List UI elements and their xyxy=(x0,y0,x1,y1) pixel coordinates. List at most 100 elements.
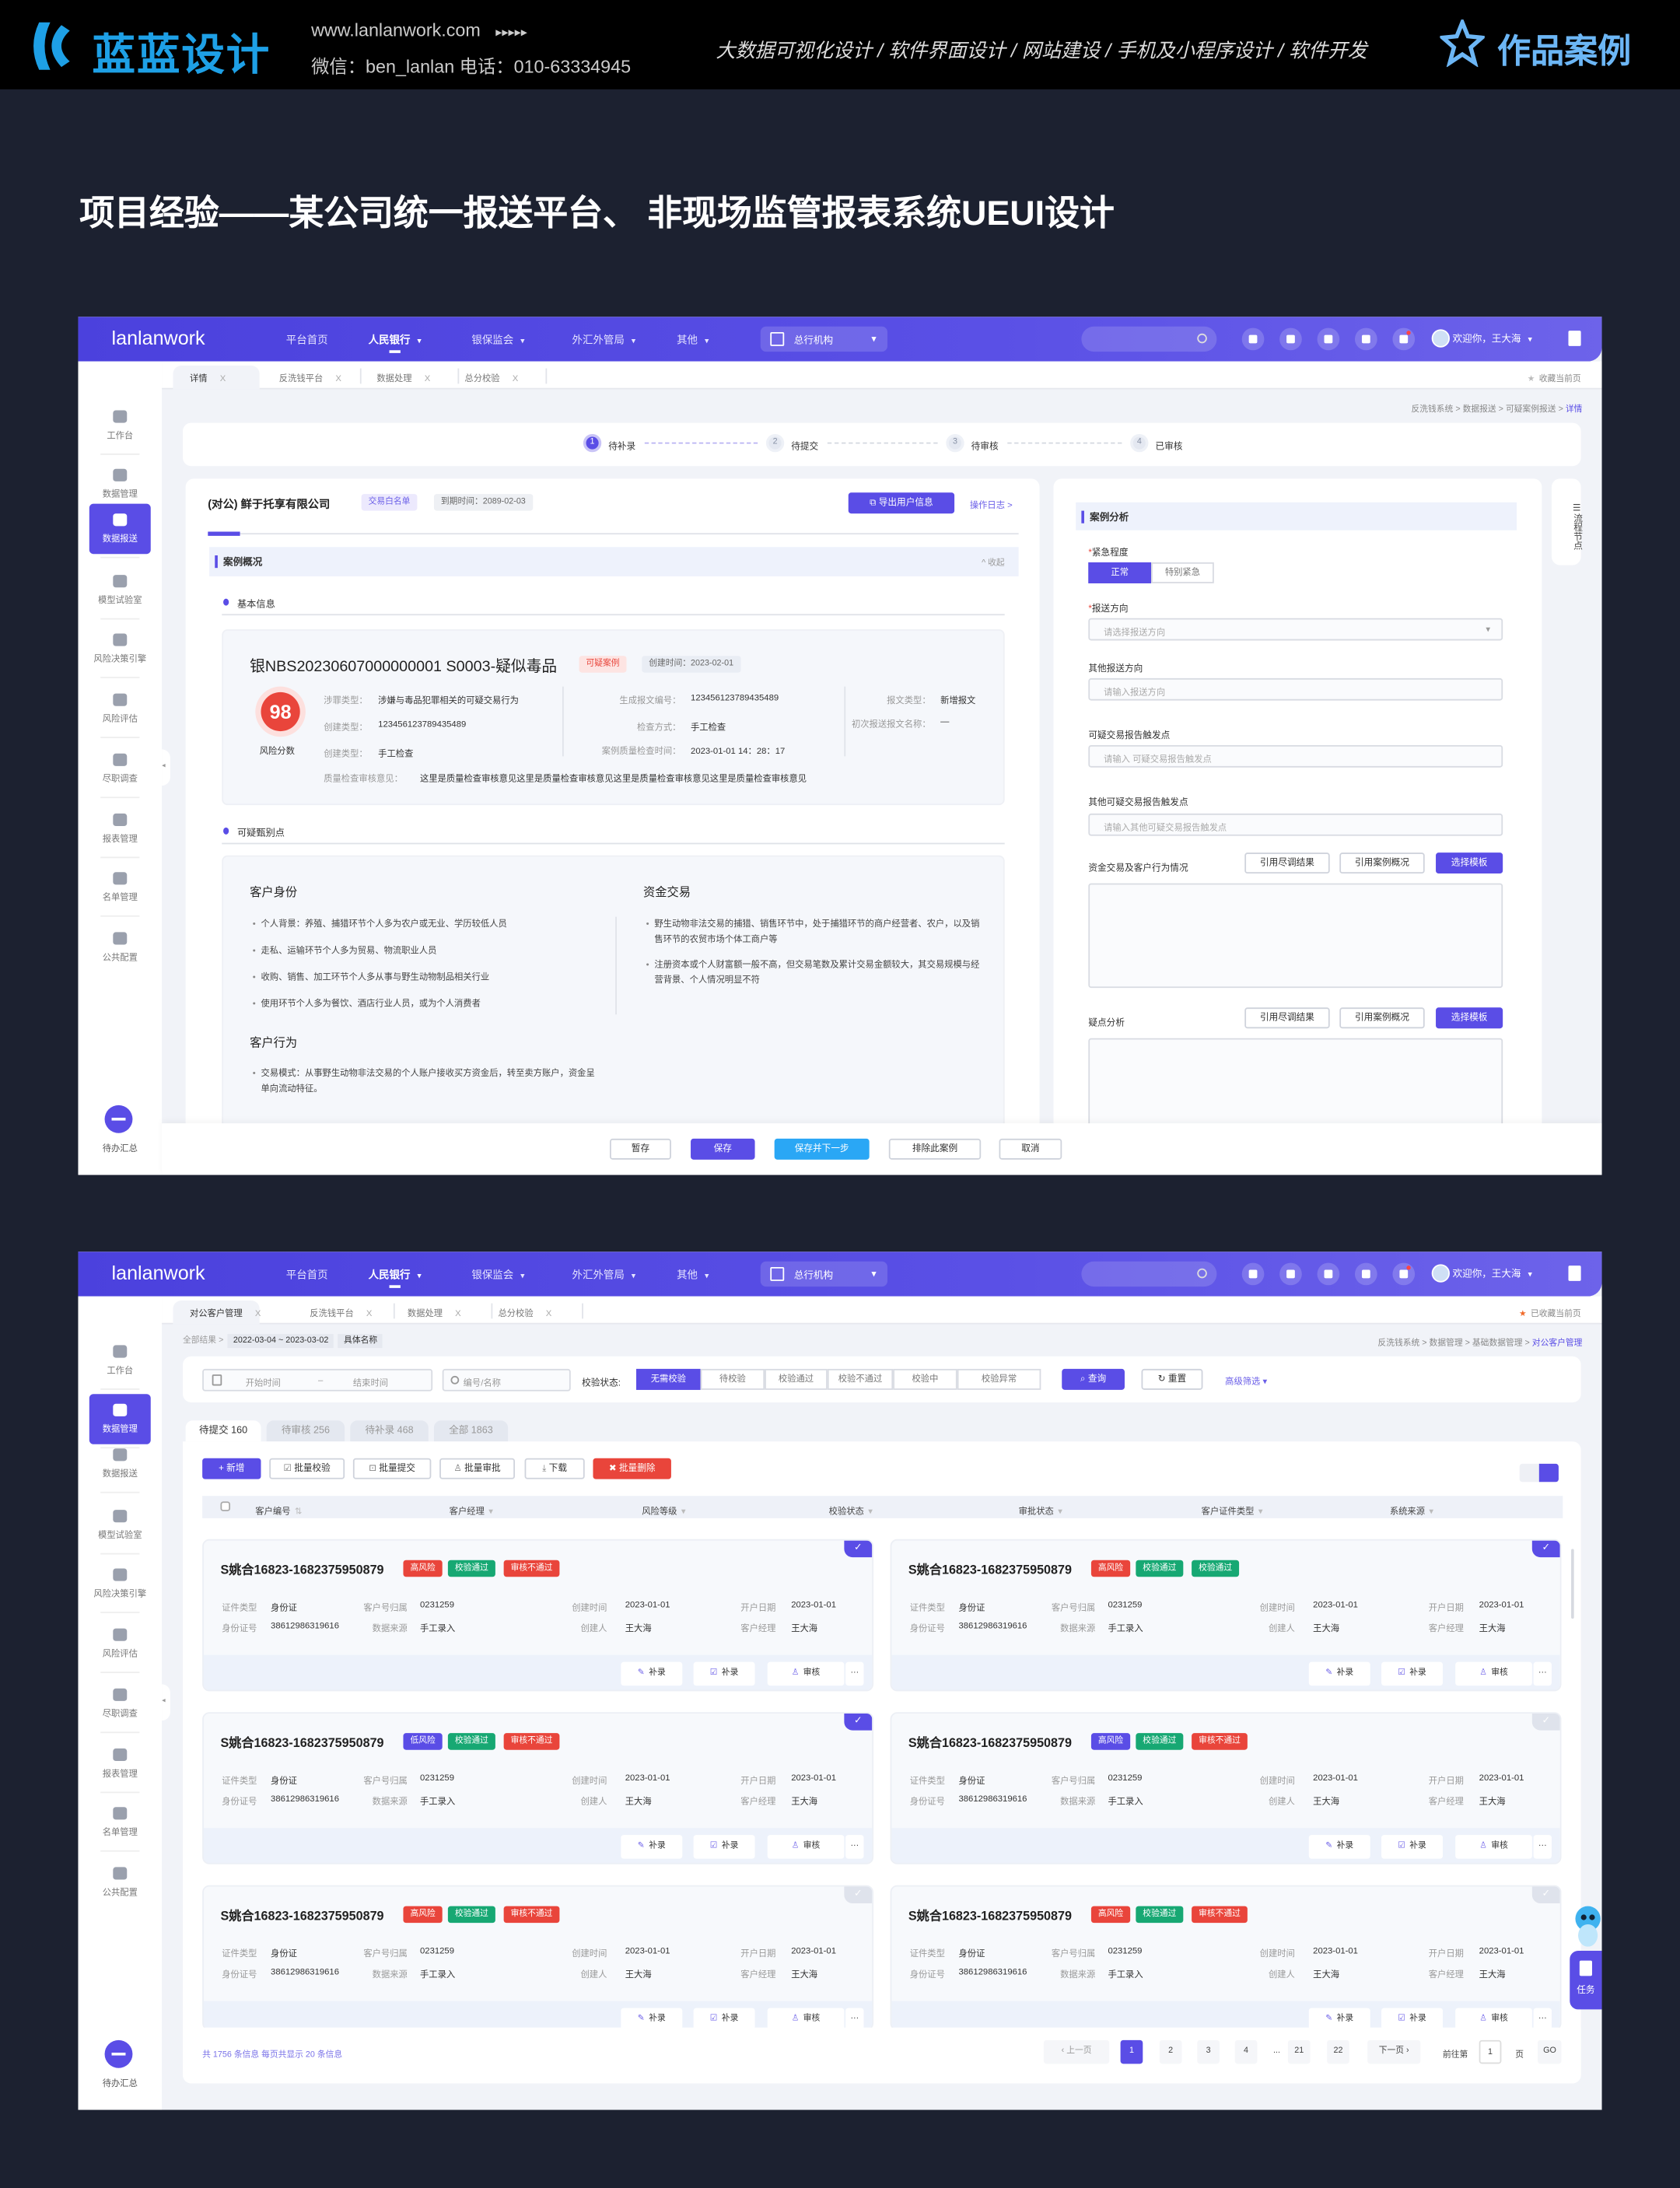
sidebar-item[interactable]: 名单管理 xyxy=(89,863,151,913)
status-filter-option[interactable]: 校验通过 xyxy=(765,1368,828,1390)
customer-title[interactable]: S姚合16823-1682375950879 xyxy=(908,1909,1073,1924)
page-button[interactable]: 3 xyxy=(1197,2039,1220,2064)
status-filter-option[interactable]: 校验不通过 xyxy=(827,1368,894,1390)
column-header[interactable]: 校验状态 ▾ xyxy=(829,1504,873,1518)
global-search-input[interactable] xyxy=(1081,1261,1217,1287)
result-range-chip[interactable]: 2022-03-04 ~ 2023-03-02 xyxy=(227,1334,334,1349)
batch-submit-button[interactable]: ⊡ 批量提交 xyxy=(352,1458,432,1479)
breadcrumb-link[interactable]: 数据管理 xyxy=(1429,1339,1463,1349)
supplement-button[interactable]: ☑ 补录 xyxy=(1381,2008,1444,2029)
status-tab[interactable]: 待补录 468 xyxy=(350,1420,429,1442)
site-url[interactable]: www.lanlanwork.com xyxy=(311,19,481,41)
download-button[interactable]: ⤓ 下载 xyxy=(524,1458,585,1479)
collapse-handle[interactable]: ◂ xyxy=(162,1684,170,1721)
page-tab[interactable]: 反洗钱平台 X xyxy=(279,371,341,384)
supplement-button[interactable]: ☑ 补录 xyxy=(1381,1835,1444,1859)
status-filter-option[interactable]: 无需校验 xyxy=(636,1368,701,1390)
supplement-button[interactable]: ☑ 补录 xyxy=(693,1661,755,1686)
choose-template-button[interactable]: 选择模板 xyxy=(1436,852,1503,874)
exclude-case-button[interactable]: 排除此案例 xyxy=(888,1138,982,1160)
hold-button[interactable]: 暂存 xyxy=(609,1138,671,1160)
page-button[interactable]: 4 xyxy=(1234,2039,1258,2064)
tab-close-icon[interactable]: X xyxy=(455,1308,461,1319)
sidebar-item[interactable]: 名单管理 xyxy=(89,1798,151,1848)
translate-icon[interactable] xyxy=(1354,327,1377,351)
column-header[interactable]: 风险等级 ▾ xyxy=(642,1504,685,1518)
status-filter-option[interactable]: 校验中 xyxy=(893,1368,957,1390)
logout-icon[interactable] xyxy=(1568,1266,1581,1281)
sidebar-item[interactable]: 尽职调查 xyxy=(89,1679,151,1729)
supplement-button[interactable]: ☑ 补录 xyxy=(693,1835,755,1859)
breadcrumb-link[interactable]: 反洗钱系统 xyxy=(1411,406,1454,415)
query-button[interactable]: ⌕ 查询 xyxy=(1062,1368,1125,1390)
list-view-toggle[interactable] xyxy=(1538,1463,1559,1483)
sidebar-item[interactable]: 工作台 xyxy=(89,401,151,451)
review-button[interactable]: ♙ 审核 xyxy=(1455,1835,1532,1859)
other-direction-input[interactable]: 请输入报送方向 xyxy=(1088,677,1503,701)
card-checkbox[interactable]: ✓ xyxy=(1531,1714,1560,1731)
org-select[interactable]: 总行机构 ▾ xyxy=(760,326,887,352)
task-button[interactable]: 任务 xyxy=(1570,1951,1602,2010)
next-page-button[interactable]: 下一页 › xyxy=(1367,2039,1421,2064)
sidebar-item[interactable]: 风险决策引擎 xyxy=(89,624,151,674)
sidebar-item[interactable]: 数据报送 xyxy=(89,1439,151,1490)
cite-case-overview-button[interactable]: 引用案例概况 xyxy=(1339,1007,1425,1029)
folder-icon[interactable] xyxy=(1279,327,1302,351)
advanced-filter-link[interactable]: 高级筛选 ▾ xyxy=(1225,1377,1268,1388)
customer-title[interactable]: S姚合16823-1682375950879 xyxy=(220,1909,384,1924)
page-button[interactable]: 21 xyxy=(1287,2039,1311,2064)
page-tab[interactable]: 总分校验 X xyxy=(498,1306,551,1319)
collapse-handle[interactable]: ◂ xyxy=(162,749,170,786)
breadcrumb-link[interactable]: 反洗钱系统 xyxy=(1377,1339,1420,1349)
cancel-button[interactable]: 取消 xyxy=(999,1138,1062,1160)
go-button[interactable]: GO xyxy=(1538,2039,1563,2064)
customer-title[interactable]: S姚合16823-1682375950879 xyxy=(908,1563,1073,1577)
trigger-input[interactable]: 请输入 可疑交易报告触发点 xyxy=(1088,745,1503,768)
customer-card[interactable]: S姚合16823-1682375950879 高风险 校验通过 审核不通过 ✓ 证件类型身… xyxy=(890,1712,1562,1864)
sidebar-item[interactable]: 数据管理 xyxy=(89,459,151,509)
sidebar-item[interactable]: 公共配置 xyxy=(89,922,151,973)
org-select[interactable]: 总行机构 ▾ xyxy=(760,1261,887,1287)
cite-case-overview-button[interactable]: 引用案例概况 xyxy=(1339,852,1425,874)
card-checkbox[interactable]: ✓ xyxy=(844,1886,873,1904)
cite-due-diligence-button[interactable]: 引用尽调结果 xyxy=(1244,852,1330,874)
shirt-icon[interactable] xyxy=(1317,327,1340,351)
tab-close-icon[interactable]: X xyxy=(366,1308,373,1319)
nav-item[interactable]: 人民银行 ▾ xyxy=(369,1267,422,1287)
prev-page-button[interactable]: ‹ 上一页 xyxy=(1043,2039,1110,2064)
review-button[interactable]: ♙ 审核 xyxy=(1455,1661,1532,1686)
avatar[interactable] xyxy=(1431,1264,1450,1283)
sidebar-item[interactable]: 模型试验室 xyxy=(89,565,151,616)
nav-item[interactable]: 平台首页 xyxy=(286,1267,328,1283)
save-next-button[interactable]: 保存并下一步 xyxy=(774,1138,870,1160)
column-header[interactable]: 系统来源 ▾ xyxy=(1390,1504,1433,1518)
supplement-button[interactable]: ✎ 补录 xyxy=(621,2008,683,2029)
todo-summary-icon[interactable] xyxy=(104,2039,133,2068)
page-tab[interactable]: 对公客户管理 X xyxy=(190,1306,261,1319)
goto-page-input[interactable]: 1 xyxy=(1479,2039,1502,2064)
page-tab[interactable]: 数据处理 X xyxy=(408,1306,461,1319)
customer-card[interactable]: S姚合16823-1682375950879 高风险 校验通过 审核不通过 ✓ 证件类型身… xyxy=(202,1539,874,1692)
tab-close-icon[interactable]: X xyxy=(424,373,431,384)
add-button[interactable]: + 新增 xyxy=(202,1458,261,1479)
page-tab[interactable]: 详情 X xyxy=(190,371,226,384)
bell-icon[interactable] xyxy=(1392,327,1416,351)
nav-item[interactable]: 银保监会 ▾ xyxy=(471,332,524,348)
status-tab[interactable]: 全部 1863 xyxy=(433,1420,509,1442)
app-logo[interactable]: lanlanwork xyxy=(111,326,205,349)
nav-item[interactable]: 平台首页 xyxy=(286,332,328,348)
operation-log-link[interactable]: 操作日志 > xyxy=(969,501,1013,511)
shirt-icon[interactable] xyxy=(1317,1262,1340,1286)
sidebar-item[interactable]: 模型试验室 xyxy=(89,1500,151,1551)
nav-item[interactable]: 银保监会 ▾ xyxy=(471,1267,524,1283)
bell-icon[interactable] xyxy=(1392,1262,1416,1286)
breadcrumb-current[interactable]: 详情 xyxy=(1565,406,1583,415)
nav-item[interactable]: 外汇外管局 ▾ xyxy=(572,1267,636,1283)
more-button[interactable]: ··· xyxy=(845,1661,864,1686)
customer-card[interactable]: S姚合16823-1682375950879 高风险 校验通过 校验通过 ✓ 证件类型 身份… xyxy=(890,1539,1562,1692)
tab-close-icon[interactable]: X xyxy=(219,373,226,384)
page-tab[interactable]: 数据处理 X xyxy=(376,371,431,384)
translate-icon[interactable] xyxy=(1354,1262,1377,1286)
search-input[interactable]: 编号/名称 xyxy=(442,1368,571,1392)
date-range-input[interactable]: 开始时间 – 结束时间 xyxy=(202,1368,433,1392)
